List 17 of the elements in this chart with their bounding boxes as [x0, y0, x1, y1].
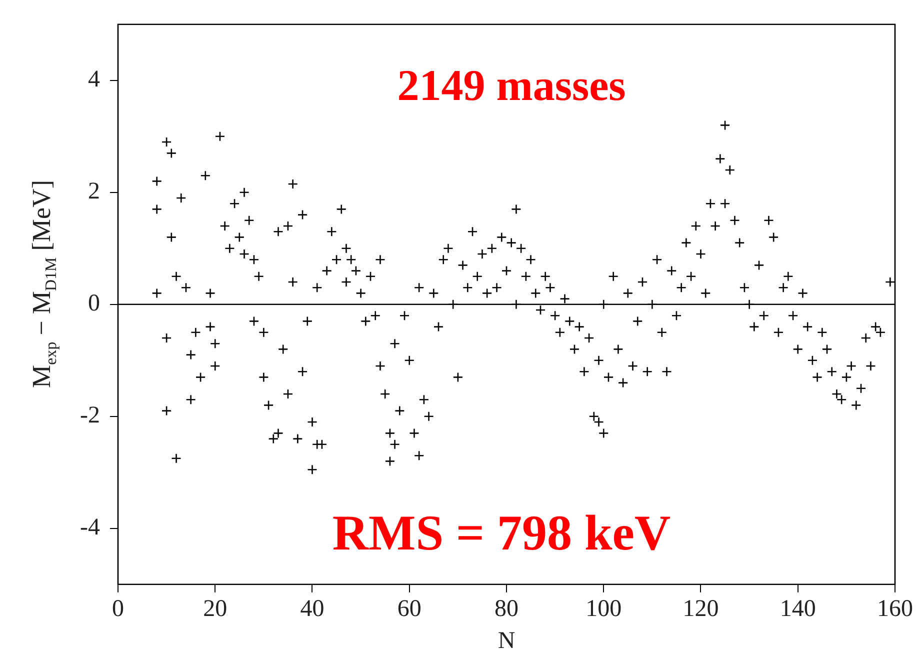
x-tick-label: 20: [203, 596, 228, 622]
y-tick-label: 4: [88, 66, 100, 93]
x-tick-label: 40: [300, 596, 324, 622]
x-tick-label: 0: [112, 596, 124, 622]
y-tick-label: 0: [88, 290, 100, 317]
y-tick-label: 2: [88, 178, 100, 205]
y-tick-label: -4: [80, 514, 100, 541]
annotation: RMS = 798 keV: [332, 504, 671, 560]
x-tick-label: 60: [397, 596, 422, 622]
annotation: 2149 masses: [397, 60, 626, 110]
x-tick-label: 100: [586, 596, 622, 622]
x-tick-label: 80: [494, 596, 518, 622]
x-tick-label: 140: [780, 596, 816, 622]
y-tick-label: -2: [80, 402, 100, 429]
x-tick-label: 120: [682, 596, 719, 622]
x-axis-title: N: [498, 628, 516, 654]
x-tick-label: 160: [877, 596, 913, 622]
